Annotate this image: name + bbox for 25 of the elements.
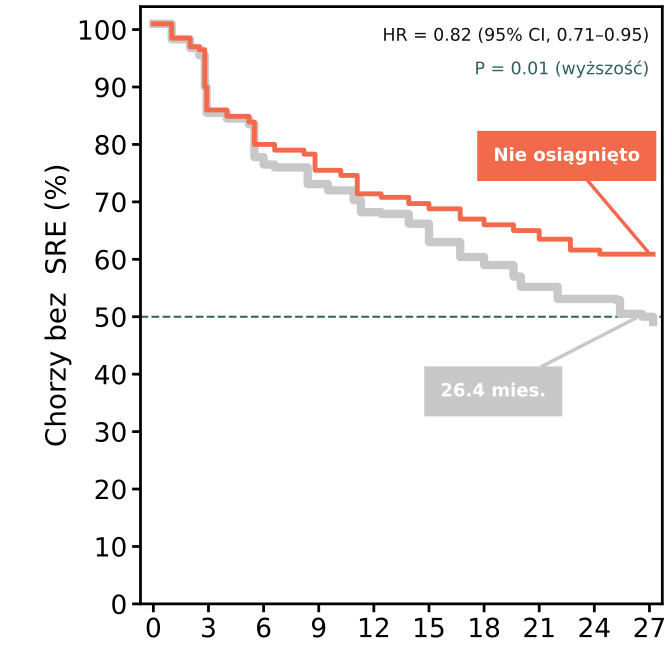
x-tick-label: 27 <box>634 618 664 638</box>
x-tick-label: 6 <box>257 618 270 638</box>
y-tick-label: 10 <box>96 536 126 557</box>
annotation: Nie osiągnięto <box>495 147 640 165</box>
y-tick-label: 90 <box>95 77 126 98</box>
x-tick-label: 12 <box>360 618 388 638</box>
x-tick-label: 18 <box>470 618 500 638</box>
x-tick-label: 0 <box>146 618 160 638</box>
y-tick-label: 80 <box>96 134 126 155</box>
x-tick-label: 24 <box>579 618 610 638</box>
y-tick-label: 50 <box>96 307 126 328</box>
x-tick-label: 9 <box>312 618 326 638</box>
y-tick-label: 40 <box>95 364 126 385</box>
annotation: HR = 0.82 (95% CI, 0.71–0.95) <box>384 28 648 43</box>
x-tick-label: 21 <box>524 618 554 638</box>
y-tick-label: 60 <box>96 250 126 270</box>
x-tick-label: 3 <box>202 618 215 638</box>
x-tick-label: 15 <box>415 618 444 638</box>
y-tick-label: 70 <box>96 192 126 212</box>
y-tick-label: 30 <box>96 422 126 442</box>
y-tick-label: 100 <box>80 20 126 40</box>
y-axis-title: Chorzy bez SRE (%) <box>44 166 72 446</box>
y-tick-label: 0 <box>112 594 126 614</box>
annotation: P = 0.01 (wyższość) <box>476 60 648 78</box>
y-tick-label: 20 <box>96 479 126 500</box>
